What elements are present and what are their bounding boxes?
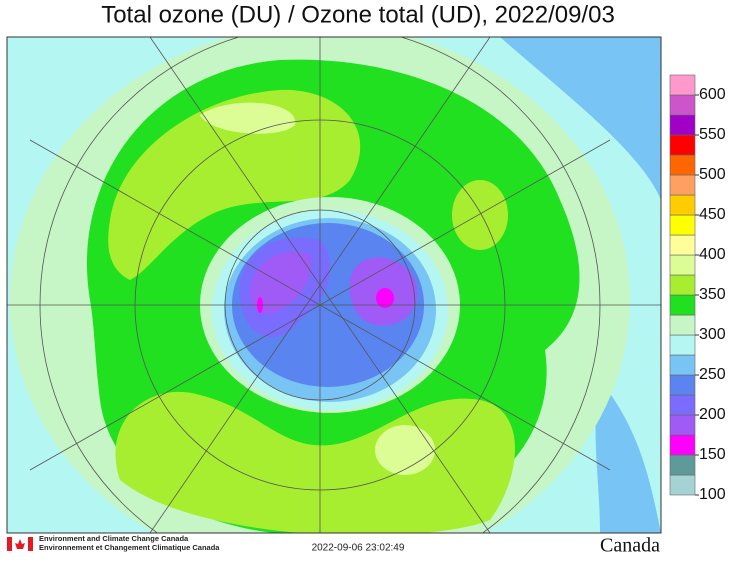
colorbar-tick-label: 300 [699,326,726,343]
colorbar: 100 150 200 250 300 350 400 450 500 550 600 [669,74,726,503]
colorbar-tick-label: 150 [699,446,726,463]
title: Total ozone (DU) / Ozone total (UD), 202… [101,1,615,28]
colorbar-box [669,174,696,196]
colorbar-tick-label: 350 [699,286,726,303]
colorbar-box [669,74,696,96]
colorbar-box [669,254,696,276]
canada-wordmark: Canada [600,535,660,557]
colorbar-box [669,214,696,236]
colorbar-tick-label: 450 [699,206,726,223]
colorbar-box [669,314,696,336]
colorbar-box [669,294,696,316]
colorbar-tick-label: 200 [699,406,726,423]
colorbar-box [669,374,696,396]
colorbar-box [669,134,696,156]
colorbar-box [669,434,696,456]
ozone-map [7,37,661,533]
colorbar-tick-label: 400 [699,246,726,263]
colorbar-box [669,334,696,356]
colorbar-box [669,414,696,436]
colorbar-box [669,154,696,176]
agency-fr: Environnement et Changement Climatique C… [39,543,220,552]
colorbar-box [669,454,696,476]
timestamp: 2022-09-06 23:02:49 [312,543,405,554]
agency-en: Environment and Climate Change Canada [39,534,189,543]
colorbar-box [669,474,696,496]
colorbar-box [669,194,696,216]
colorbar-tick-label: 500 [699,166,726,183]
colorbar-tick-label: 550 [699,126,726,143]
colorbar-tick-label: 100 [699,486,726,503]
colorbar-tick-label: 250 [699,366,726,383]
colorbar-box [669,94,696,116]
colorbar-box [669,234,696,256]
footer: Environment and Climate Change Canada En… [7,534,660,557]
colorbar-box [669,394,696,416]
colorbar-tick-label: 600 [699,86,726,103]
colorbar-box [669,274,696,296]
colorbar-box [669,114,696,136]
colorbar-box [669,354,696,376]
